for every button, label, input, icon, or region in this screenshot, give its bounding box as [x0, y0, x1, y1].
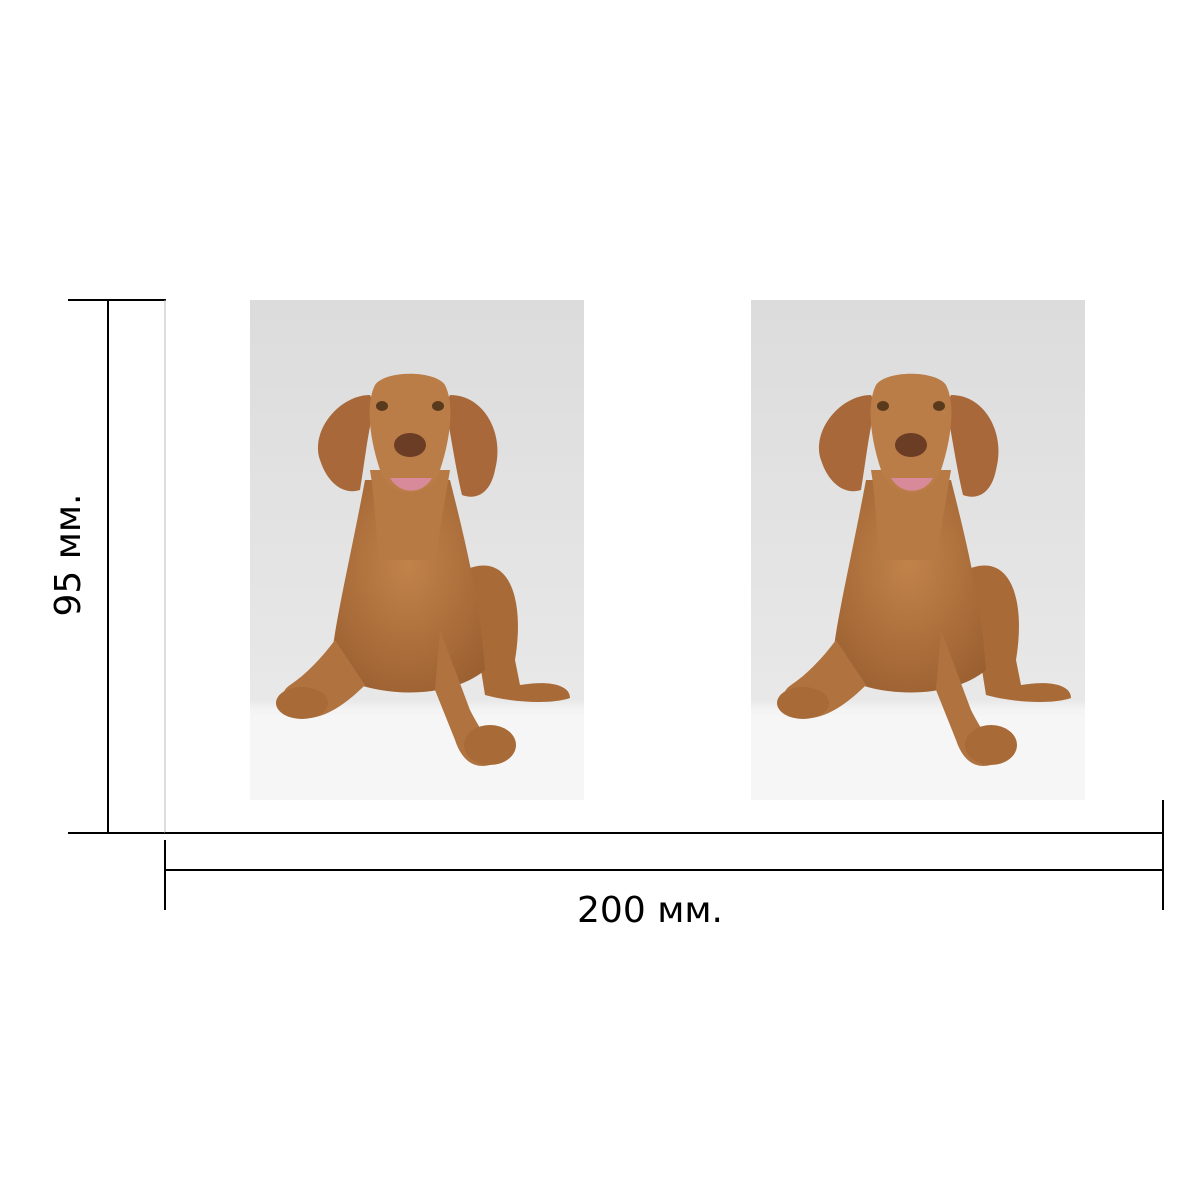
- product-photo: [751, 300, 1085, 800]
- height-label: 95 мм.: [48, 493, 89, 616]
- width-label: 200 мм.: [577, 890, 723, 931]
- product-photo: [250, 300, 584, 800]
